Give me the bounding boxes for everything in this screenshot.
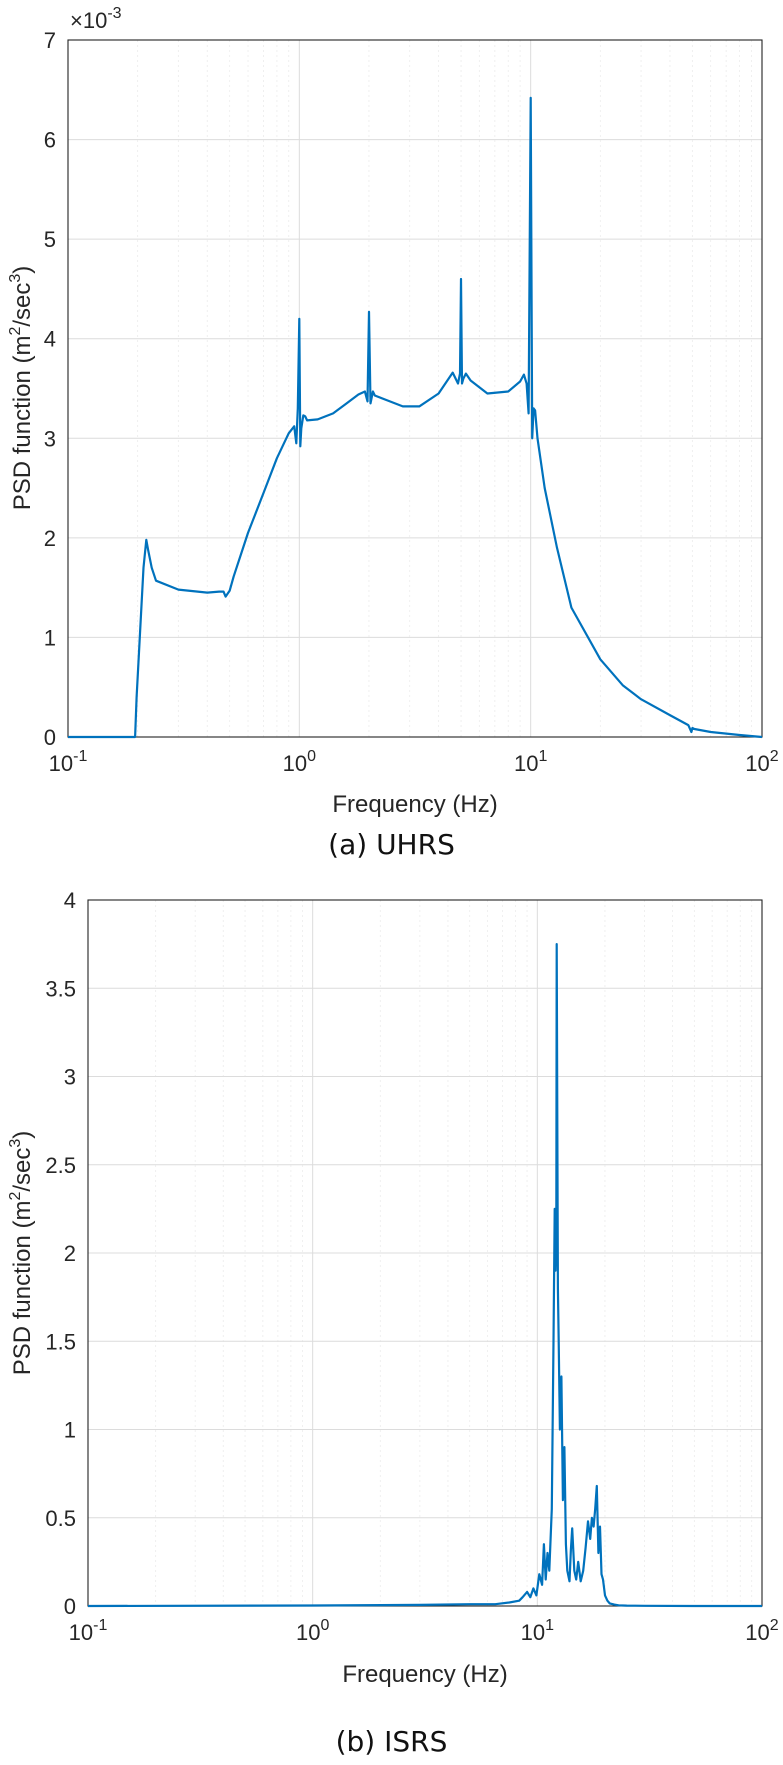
y-multiplier: ×10-3 [70,5,122,33]
y-tick-label: 4 [44,327,56,352]
y-multiplier-base: ×10 [70,8,107,33]
y-tick-label: 7 [44,28,56,53]
grid-lines [67,39,763,738]
y-tick-label: 1.5 [45,1329,76,1354]
y-tick-label: 3.5 [45,976,76,1001]
plot-frame [87,899,763,1607]
y-tick-labels: 0 0.5 1 1.5 2 2.5 3 3.5 4 [45,888,76,1619]
x-tick-label: 100 [283,748,316,776]
y-tick-label: 5 [44,227,56,252]
y-tick-labels: 0 1 2 3 4 5 6 7 [44,28,56,750]
chart-uhrs: 0 1 2 3 4 5 6 7 10-1 100 101 102 ×10-3 Frequency (… [7,5,779,818]
x-tick-label: 100 [296,1617,329,1645]
x-tick-labels: 10-1 100 101 102 [49,748,779,776]
x-tick-label: 102 [745,748,778,776]
series-line [87,943,762,1608]
y-axis-label: PSD function (m2/sec3) [7,1131,36,1376]
grid-lines [87,899,763,1607]
y-tick-label: 2 [64,1241,76,1266]
caption-a: (a) UHRS [328,828,455,861]
plot-frame [67,39,763,738]
y-tick-label: 1 [64,1418,76,1443]
x-axis-label: Frequency (Hz) [332,791,497,818]
caption-b: (b) ISRS [335,1725,448,1758]
y-tick-label: 0 [64,1594,76,1619]
x-tick-label: 10-1 [69,1617,108,1645]
x-axis-label: Frequency (Hz) [342,1661,507,1688]
x-tick-labels: 10-1 100 101 102 [69,1617,779,1645]
y-tick-label: 4 [64,888,76,913]
y-tick-label: 1 [44,625,56,650]
x-tick-label: 102 [745,1617,778,1645]
y-tick-label: 3 [64,1065,76,1090]
y-tick-label: 2.5 [45,1153,76,1178]
series-line [68,96,763,739]
x-tick-label: 10-1 [49,748,88,776]
y-multiplier-exp: -3 [107,5,121,22]
y-tick-label: 2 [44,526,56,551]
y-tick-label: 0.5 [45,1506,76,1531]
x-tick-label: 101 [521,1617,554,1645]
chart-isrs: 0 0.5 1 1.5 2 2.5 3 3.5 4 10-1 100 101 102 Frequenc… [7,888,779,1688]
y-axis-label: PSD function (m2/sec3) [7,266,36,511]
x-tick-label: 101 [514,748,547,776]
y-tick-label: 3 [44,426,56,451]
y-tick-label: 6 [44,128,56,153]
y-tick-label: 0 [44,725,56,750]
